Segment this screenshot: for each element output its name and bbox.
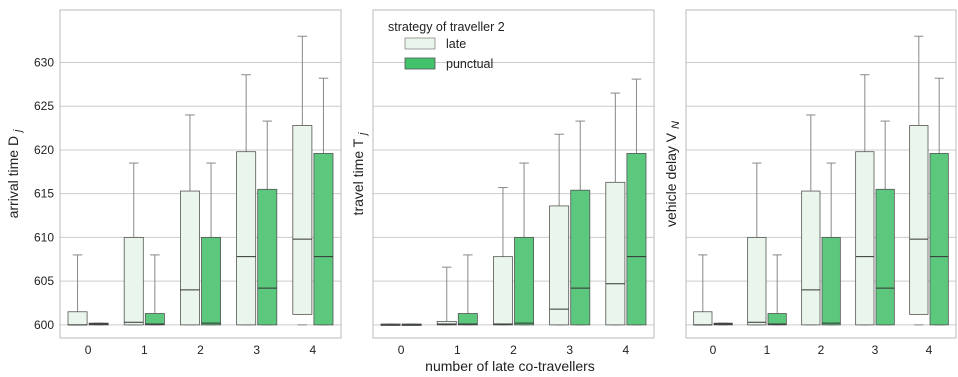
box-punctual-4 — [313, 77, 334, 326]
box-body — [514, 237, 535, 326]
y-tick-label: 620 — [34, 143, 54, 157]
x-tick-label: 3 — [566, 343, 573, 357]
box-late-4 — [605, 92, 626, 326]
box-punctual-2 — [514, 162, 535, 326]
box-body — [929, 153, 949, 326]
box-punctual-0 — [401, 323, 422, 326]
box-punctual-1 — [767, 254, 787, 326]
box-body — [492, 256, 513, 326]
box-body — [123, 237, 144, 326]
legend-label-punctual: punctual — [446, 57, 493, 71]
box-late-3 — [855, 74, 875, 326]
box-body — [626, 153, 647, 326]
box-body — [909, 125, 929, 315]
legend-label-late: late — [446, 37, 466, 51]
box-punctual-1 — [144, 254, 165, 326]
box-body — [436, 320, 457, 326]
box-late-4 — [292, 35, 313, 326]
x-tick-label: 4 — [623, 343, 630, 357]
box-body — [179, 190, 200, 326]
x-tick-label: 4 — [310, 343, 317, 357]
box-late-2 — [492, 187, 513, 326]
x-tick-label: 4 — [926, 343, 933, 357]
box-punctual-2 — [201, 162, 222, 326]
x-axis-label: number of late co-travellers — [425, 358, 595, 374]
box-late-3 — [236, 74, 257, 326]
box-body — [747, 237, 767, 326]
plot-frame — [59, 9, 342, 339]
box-body — [201, 237, 222, 326]
y-tick-label: 605 — [34, 274, 54, 288]
panel-2: travel time T j 0 1 2 3 4 — [350, 9, 655, 357]
plot-frame — [685, 9, 957, 339]
x-tick-label: 0 — [398, 343, 405, 357]
box-late-0 — [693, 254, 713, 326]
box-body — [605, 181, 626, 326]
box-late-0 — [380, 323, 401, 326]
y-axis-label-subscript: N — [670, 121, 682, 129]
box-body — [292, 125, 313, 315]
y-axis-label: arrival time D j — [5, 129, 24, 218]
box-punctual-4 — [626, 78, 647, 326]
box-body — [144, 313, 165, 326]
box-body — [313, 153, 334, 326]
x-tick-label: 3 — [872, 343, 879, 357]
panel-3: vehicle delay V N 0 1 2 3 4 — [663, 9, 957, 357]
box-punctual-0 — [88, 322, 109, 326]
box-punctual-0 — [713, 322, 733, 326]
x-tick-label: 1 — [764, 343, 771, 357]
box-late-0 — [67, 254, 88, 326]
box-late-2 — [179, 114, 200, 326]
box-late-2 — [801, 114, 821, 326]
box-body — [549, 205, 570, 326]
box-body — [821, 237, 841, 326]
box-punctual-3 — [570, 120, 591, 326]
box-punctual-2 — [821, 162, 841, 326]
y-tick-label: 610 — [34, 230, 54, 244]
box-punctual-4 — [929, 77, 949, 326]
box-body — [693, 311, 713, 326]
box-punctual-3 — [875, 120, 895, 326]
box-body — [767, 313, 787, 326]
y-axis-label-subscript: j — [357, 132, 369, 137]
box-body — [257, 188, 278, 326]
box-body — [236, 151, 257, 326]
box-body — [67, 311, 88, 326]
legend-swatch-punctual — [404, 57, 436, 70]
y-axis-label-subscript: j — [12, 129, 24, 134]
plot-frame — [372, 9, 655, 339]
legend: strategy of traveller 2 late punctual — [388, 20, 505, 71]
y-tick-label: 615 — [34, 187, 54, 201]
box-body — [801, 190, 821, 326]
box-body — [875, 188, 895, 326]
y-axis-label: vehicle delay V N — [663, 121, 682, 227]
box-late-1 — [436, 266, 457, 326]
panels: 600 605 610 615 620 625 630 arrival time D j 0 1 2… — [5, 9, 957, 357]
x-tick-label: 1 — [141, 343, 148, 357]
x-tick-label: 0 — [85, 343, 92, 357]
box-body — [457, 313, 478, 326]
y-tick-label: 625 — [34, 99, 54, 113]
y-tick-label: 630 — [34, 55, 54, 69]
x-tick-label: 1 — [454, 343, 461, 357]
y-axis-label: travel time T j — [350, 132, 369, 215]
box-late-1 — [123, 162, 144, 326]
x-tick-label: 2 — [818, 343, 825, 357]
x-tick-label: 2 — [197, 343, 204, 357]
box-late-3 — [549, 133, 570, 326]
box-body — [570, 189, 591, 326]
box-late-4 — [909, 35, 929, 326]
legend-swatch-late — [404, 37, 436, 50]
x-tick-label: 3 — [253, 343, 260, 357]
box-late-1 — [747, 162, 767, 326]
box-punctual-3 — [257, 120, 278, 326]
x-tick-label: 2 — [510, 343, 517, 357]
legend-title: strategy of traveller 2 — [388, 20, 505, 34]
y-tick-label: 600 — [34, 318, 54, 332]
x-tick-label: 0 — [710, 343, 717, 357]
box-body — [855, 151, 875, 326]
box-punctual-1 — [457, 254, 478, 326]
panel-1: 600 605 610 615 620 625 630 arrival time D j 0 1 2… — [5, 9, 342, 357]
